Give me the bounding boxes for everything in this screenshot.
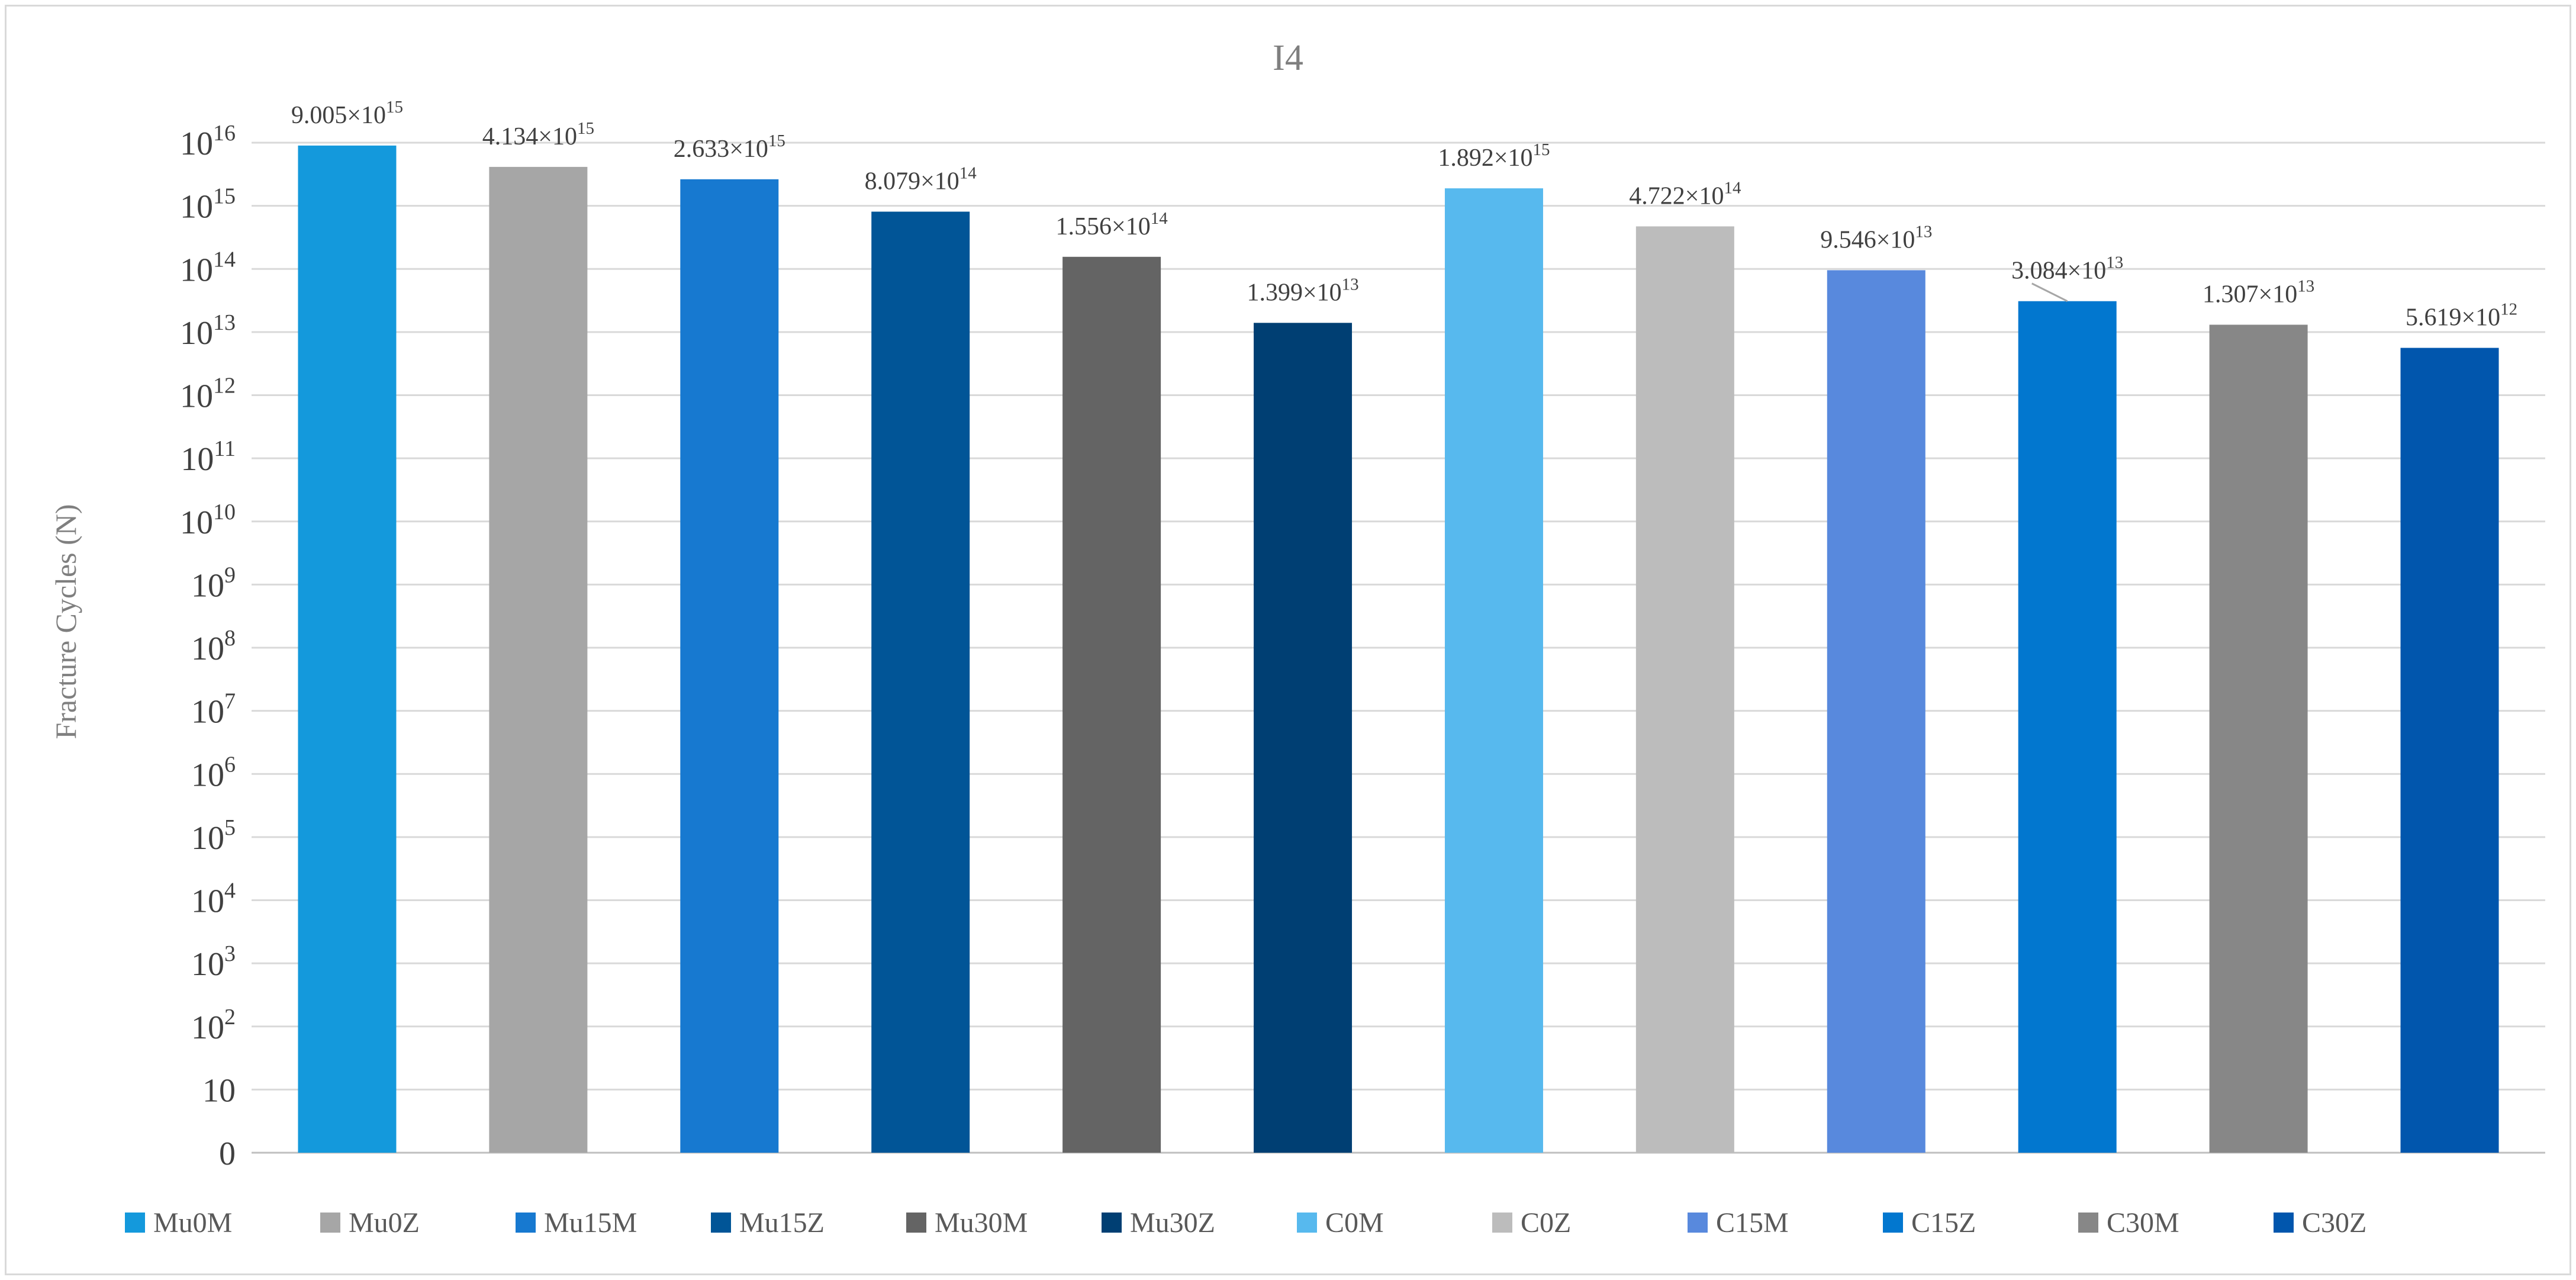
bar-c30z	[2400, 348, 2499, 1153]
y-axis-title: Fracture Cycles (N)	[49, 504, 82, 739]
y-tick-label: 1013	[180, 310, 236, 352]
bar-mu15z	[871, 211, 970, 1153]
y-tick-label: 0	[219, 1136, 236, 1172]
bar-mu30m	[1062, 256, 1161, 1153]
bar-c30m	[2209, 324, 2308, 1153]
y-tick-label: 105	[191, 815, 236, 857]
data-label-c30z: 5.619×1012	[2406, 300, 2517, 332]
data-label-c15m: 9.546×1013	[1820, 222, 1932, 253]
legend-swatch-c0z	[1492, 1213, 1512, 1233]
legend-label-c30m: C30M	[2107, 1207, 2179, 1239]
legend-swatch-c0m	[1297, 1213, 1317, 1233]
bar-c0z	[1635, 226, 1734, 1153]
y-tick-label: 102	[191, 1005, 236, 1046]
y-tick-label: 103	[191, 941, 236, 983]
bar-mu30z	[1254, 323, 1353, 1153]
legend-label-c15z: C15Z	[1911, 1207, 1976, 1239]
bar-c15m	[1827, 270, 1925, 1153]
legend: Mu0M Mu0Z Mu15M Mu15Z Mu30M Mu30Z C0M C0Z C15M C1…	[125, 1207, 2366, 1239]
y-tick-label: 1011	[181, 436, 236, 478]
legend-label-mu15z: Mu15Z	[739, 1207, 825, 1239]
legend-swatch-mu30m	[906, 1213, 926, 1233]
y-tick-label: 1012	[180, 374, 236, 415]
y-tick-label: 1015	[180, 184, 236, 226]
y-tick-label: 104	[191, 879, 236, 920]
y-axis-tick-labels: 0 10 102 103 104 105 106 107 108 109 1010 1011 1012 1…	[180, 121, 236, 1172]
bars	[298, 145, 2499, 1153]
data-label-mu0z: 4.134×1015	[482, 119, 594, 150]
legend-swatch-c30m	[2078, 1213, 2098, 1233]
data-label-mu0m: 9.005×1015	[291, 98, 403, 129]
bar-c15z	[2018, 301, 2117, 1153]
data-label-c15z: 3.084×1013	[2011, 253, 2123, 285]
bar-c0m	[1444, 188, 1543, 1153]
legend-swatch-mu0m	[125, 1213, 145, 1233]
legend-label-mu0z: Mu0Z	[349, 1207, 420, 1239]
gridlines	[252, 141, 2545, 1154]
legend-swatch-mu30z	[1102, 1213, 1122, 1233]
legend-label-mu0m: Mu0M	[153, 1207, 232, 1239]
y-tick-label: 1014	[180, 247, 236, 288]
legend-label-c30z: C30Z	[2302, 1207, 2366, 1239]
legend-label-mu15m: Mu15M	[544, 1207, 637, 1239]
data-label-c30m: 1.307×1013	[2203, 276, 2314, 308]
y-tick-label: 108	[191, 626, 236, 667]
data-label-mu30m: 1.556×1014	[1056, 209, 1168, 240]
legend-swatch-mu15m	[516, 1213, 536, 1233]
y-tick-label: 109	[191, 562, 236, 604]
data-label-mu15z: 8.079×1014	[865, 164, 977, 195]
data-label-c0m: 1.892×1015	[1438, 140, 1550, 172]
bar-mu0m	[298, 145, 397, 1153]
y-tick-label: 1010	[180, 500, 236, 541]
data-label-mu15m: 2.633×1015	[674, 131, 785, 163]
data-labels: 9.005×1015 4.134×1015 2.633×1015 8.079×1014…	[291, 98, 2517, 332]
data-label-mu30z: 1.399×1013	[1247, 275, 1358, 306]
legend-label-mu30m: Mu30M	[935, 1207, 1028, 1239]
y-tick-label: 1016	[180, 121, 236, 162]
chart-title: I4	[1273, 38, 1303, 78]
legend-label-c0z: C0Z	[1521, 1207, 1571, 1239]
y-tick-label: 107	[191, 689, 236, 731]
y-tick-label: 10	[202, 1072, 236, 1109]
legend-label-mu30z: Mu30Z	[1130, 1207, 1215, 1239]
legend-swatch-c30z	[2274, 1213, 2294, 1233]
bar-mu15m	[680, 179, 779, 1153]
legend-label-c0m: C0M	[1325, 1207, 1384, 1239]
y-tick-label: 106	[191, 752, 236, 793]
leader-line	[2031, 282, 2068, 303]
legend-swatch-mu0z	[320, 1213, 340, 1233]
legend-swatch-c15z	[1883, 1213, 1903, 1233]
data-label-c0z: 4.722×1014	[1629, 178, 1741, 210]
legend-label-c15m: C15M	[1716, 1207, 1789, 1239]
bar-mu0z	[489, 166, 588, 1153]
legend-swatch-mu15z	[711, 1213, 731, 1233]
legend-swatch-c15m	[1688, 1213, 1708, 1233]
